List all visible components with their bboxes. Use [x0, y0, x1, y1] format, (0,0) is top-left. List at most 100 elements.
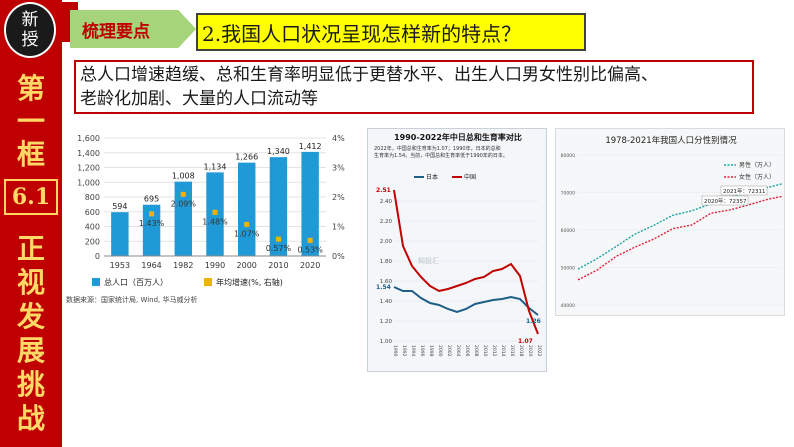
y-tick-label: 60000 [561, 228, 575, 234]
x-tick-label: 2010 [268, 261, 288, 270]
population-bar [111, 212, 129, 256]
y-tick-label: 2.20 [380, 219, 393, 225]
y2-tick-label: 4% [332, 134, 345, 143]
growth-rate-label: 1.43% [139, 219, 165, 228]
growth-rate-marker [275, 236, 281, 242]
answer-box: 总人口增速趋缓、总和生育率明显低于更替水平、出生人口男女性别比偏高、 老龄化加剧… [74, 60, 754, 114]
bar-value-label: 695 [144, 195, 159, 204]
section-char: 第 [16, 72, 45, 105]
male-series-line [577, 183, 783, 270]
answer-line-2: 老龄化加剧、大量的人口流动等 [80, 89, 318, 109]
y-tick-label: 600 [85, 208, 100, 217]
legend-swatch-population [92, 278, 100, 286]
key-points-tag: 梳理要点 [70, 10, 196, 48]
x-tick-label: 2020 [527, 345, 533, 357]
china-series-line [393, 189, 539, 335]
x-tick-label: 2010 [482, 345, 488, 357]
growth-rate-label: 1.07% [234, 229, 260, 238]
legend-label-rate: 年均增速(%, 右轴) [216, 277, 283, 287]
population-bar [142, 204, 161, 256]
x-tick-label: 1994 [410, 345, 416, 357]
x-tick-label: 2004 [455, 345, 461, 357]
chart-subtitle-line: 生育率为1.54。当前，中国总和生育率低于1990年的日本。 [374, 152, 508, 159]
y2-tick-label: 0% [332, 252, 345, 261]
growth-rate-marker [212, 209, 218, 215]
y-tick-label: 1.20 [380, 319, 393, 325]
bar-value-label: 1,008 [172, 172, 195, 181]
growth-rate-label: 2.09% [171, 199, 197, 208]
china-start-label: 2.51 [376, 187, 391, 194]
chart-title: 1978-2021年我国人口分性别情况 [605, 135, 737, 146]
new-lesson-badge: 新 授 [4, 2, 56, 58]
y-tick-label: 1.60 [380, 279, 393, 285]
legend-label-china: 中国 [464, 173, 476, 181]
y-tick-label: 1.00 [380, 339, 393, 345]
topic-char: 发 [16, 300, 45, 333]
y2-tick-label: 1% [332, 223, 345, 232]
x-tick-label: 1982 [173, 261, 193, 270]
x-tick-label: 2022 [536, 345, 542, 357]
population-bar [237, 162, 256, 256]
x-tick-label: 1953 [110, 261, 130, 270]
y2-tick-label: 3% [332, 164, 345, 173]
x-tick-label: 2014 [500, 345, 506, 357]
growth-rate-label: 0.53% [297, 245, 323, 254]
x-tick-label: 2000 [437, 345, 443, 357]
y-tick-label: 1,200 [77, 164, 100, 173]
x-tick-label: 2006 [464, 345, 470, 357]
japan-series-line [393, 286, 539, 316]
y-tick-label: 1,000 [77, 178, 100, 187]
bar-value-label: 1,134 [204, 162, 227, 171]
y-tick-label: 70000 [561, 191, 575, 197]
x-tick-label: 2016 [509, 345, 515, 357]
y-tick-label: 400 [85, 223, 100, 232]
legend-label-population: 总人口（百万人） [104, 277, 168, 287]
china-end-label: 1.07 [518, 338, 533, 345]
annotation-2020: 2020年：72357 [704, 197, 747, 205]
topic-label: 正 视 发 展 挑 战 [0, 232, 62, 436]
growth-rate-label: 1.48% [202, 217, 228, 226]
annotation-box [720, 185, 768, 196]
x-tick-label: 1998 [428, 345, 434, 357]
y-tick-label: 1,600 [77, 134, 100, 143]
x-tick-label: 2018 [518, 345, 524, 357]
growth-rate-marker [180, 191, 186, 197]
annotation-box [701, 195, 749, 206]
growth-rate-marker [149, 211, 155, 217]
topic-char: 展 [16, 334, 45, 367]
y-tick-label: 80000 [561, 153, 575, 159]
bar-value-label: 1,266 [235, 153, 258, 162]
growth-rate-label: 0.57% [266, 244, 292, 253]
section-char: 框 [16, 138, 45, 171]
y-tick-label: 800 [85, 193, 100, 202]
x-tick-label: 1990 [205, 261, 225, 270]
question-box: 2.我国人口状况呈现怎样新的特点？ [196, 13, 586, 51]
population-bar [174, 181, 193, 256]
y-tick-label: 1.40 [380, 299, 393, 305]
chart-subtitle-line: 2022年，中国总和生育率为1.07；1990年，日本的总和 [374, 145, 501, 152]
section-label: 第 一 框 [0, 72, 62, 171]
chart-title: 1990-2022年中日总和生育率对比 [394, 132, 522, 142]
population-bar-chart: 0 200 400 600 800 1,000 1,200 1,400 1,600 0% 1% 2% 3… [64, 128, 362, 310]
x-tick-label: 2012 [491, 345, 497, 357]
x-tick-label: 2000 [237, 261, 257, 270]
fertility-line-chart: 1990-2022年中日总和生育率对比 2022年，中国总和生育率为1.07；19… [367, 128, 547, 372]
population-bar [269, 157, 288, 256]
population-chart-svg: 0 200 400 600 800 1,000 1,200 1,400 1,600 0% 1% 2% 3… [66, 134, 345, 304]
gender-chart-svg: 1978-2021年我国人口分性别情况 40000 50000 60000 70000 8… [561, 135, 783, 309]
x-tick-label: 1964 [141, 261, 161, 270]
section-char: 一 [16, 105, 45, 138]
gender-line-chart: 1978-2021年我国人口分性别情况 40000 50000 60000 70000 8… [555, 128, 785, 316]
x-tick-label: 1996 [419, 345, 425, 357]
y-tick-label: 1.80 [380, 259, 393, 265]
sidebar [0, 0, 62, 447]
y-tick-label: 200 [85, 237, 100, 246]
bar-value-label: 1,340 [267, 147, 290, 156]
y-tick-label: 1,400 [77, 149, 100, 158]
growth-rate-marker [307, 237, 313, 243]
chart-source: 数据来源：国家统计局, Wind, 华马威分析 [66, 295, 198, 304]
bar-value-label: 594 [112, 202, 127, 211]
population-bar [301, 151, 319, 256]
y-tick-label: 2.00 [380, 239, 393, 245]
badge-char-1: 新 [21, 10, 39, 30]
